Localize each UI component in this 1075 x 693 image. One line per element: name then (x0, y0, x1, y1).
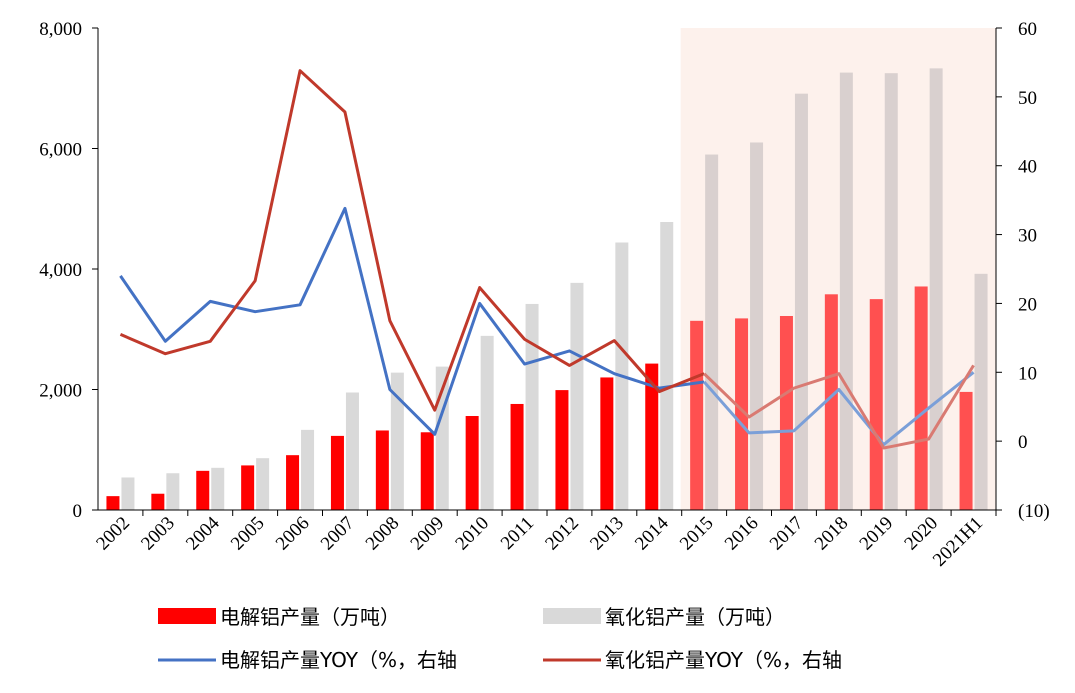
x-tick-label-2015: 2015 (676, 513, 718, 555)
bar-electrolytic-aluminum-2002 (106, 496, 120, 510)
y-left-tick-label: 4,000 (39, 260, 82, 281)
x-tick-label-2007: 2007 (317, 513, 359, 555)
bar-alumina-2004 (211, 467, 225, 510)
y-right-tick-label: 10 (1018, 363, 1037, 384)
bar-alumina-2007 (345, 392, 359, 510)
legend-label-alumina: 氧化铝产量（万吨） (605, 605, 785, 629)
bar-alumina-2005 (256, 458, 270, 510)
y-right-tick-label: 60 (1018, 19, 1037, 40)
y-right-tick-label: 20 (1018, 294, 1037, 315)
bar-group (106, 68, 988, 511)
line-alumina-yoy-highlight (703, 364, 975, 450)
line-alumina-yoy (119, 69, 705, 412)
bar-alumina-2017 (794, 93, 808, 511)
y-left-tick-label: 6,000 (39, 140, 82, 161)
bar-alumina-2010 (480, 335, 494, 510)
x-tick-label-2012: 2012 (541, 513, 583, 555)
bar-electrolytic-aluminum-2016 (735, 318, 749, 510)
bar-alumina-2003 (166, 473, 180, 510)
y-left-tick-label: 8,000 (39, 19, 82, 40)
bar-electrolytic-aluminum-2012 (555, 390, 569, 510)
x-tick-label-2008: 2008 (362, 513, 404, 555)
x-tick-label-2005: 2005 (227, 513, 269, 555)
y-left-tick-label: 2,000 (39, 381, 82, 402)
x-tick-label-2009: 2009 (407, 513, 449, 555)
bar-alumina-2020 (929, 68, 943, 511)
y-right-tick-label: 0 (1018, 432, 1028, 453)
bar-alumina-2012 (570, 282, 584, 510)
bar-electrolytic-aluminum-2019 (869, 299, 883, 510)
legend-label-alumina-yoy: 氧化铝产量YOY（%，右轴 (605, 648, 842, 672)
bar-electrolytic-aluminum-2006 (286, 455, 300, 510)
axes (92, 27, 1002, 516)
bar-electrolytic-aluminum-2008 (375, 430, 389, 510)
legend-swatch-alumina (543, 608, 601, 624)
bar-electrolytic-aluminum-2015 (690, 320, 704, 510)
x-tick-label-2003: 2003 (137, 513, 179, 555)
x-tick-label-2006: 2006 (272, 513, 314, 555)
bar-electrolytic-aluminum-2020 (914, 286, 928, 510)
bar-electrolytic-aluminum-2018 (824, 294, 838, 510)
x-tick-label-2011: 2011 (497, 513, 538, 554)
bar-electrolytic-aluminum-2014 (645, 363, 659, 510)
bar-alumina-2006 (301, 429, 315, 510)
bar-electrolytic-aluminum-2010 (465, 416, 479, 510)
x-tick-label-2013: 2013 (586, 513, 628, 555)
legend-label-electrolytic-aluminum: 电解铝产量（万吨） (220, 605, 400, 629)
x-tick-label-2004: 2004 (182, 512, 224, 554)
line-group (119, 69, 975, 450)
x-tick-label-2021H1: 2021H1 (929, 513, 987, 571)
bar-electrolytic-aluminum-2011 (510, 403, 524, 510)
x-tick-label-2014: 2014 (631, 512, 673, 554)
x-tick-label-2017: 2017 (766, 513, 808, 555)
bar-electrolytic-aluminum-2021H1 (959, 391, 973, 510)
bar-electrolytic-aluminum-2005 (241, 465, 255, 510)
x-tick-label-2010: 2010 (451, 513, 493, 555)
x-tick-label-2016: 2016 (721, 513, 763, 555)
y-right-tick-label: (10) (1018, 501, 1050, 522)
legend: 电解铝产量（万吨） 氧化铝产量（万吨） 电解铝产量YOY（%，右轴 氧化铝产量YOY（… (158, 605, 842, 672)
bar-alumina-2008 (390, 372, 404, 510)
bar-alumina-2011 (525, 303, 539, 510)
bar-alumina-2019 (884, 73, 898, 510)
y-right-tick-label: 30 (1018, 226, 1037, 247)
bar-alumina-2002 (121, 477, 135, 510)
x-tick-label-2019: 2019 (856, 513, 898, 555)
bar-electrolytic-aluminum-2007 (330, 435, 344, 510)
highlight-band (680, 28, 996, 510)
bar-electrolytic-aluminum-2004 (196, 470, 210, 510)
legend-label-electrolytic-aluminum-yoy: 电解铝产量YOY（%，右轴 (220, 648, 457, 672)
line-electrolytic-aluminum-yoy-highlight (703, 371, 975, 447)
y-right-tick-label: 40 (1018, 157, 1037, 178)
bar-electrolytic-aluminum-2003 (151, 493, 165, 510)
bar-electrolytic-aluminum-2017 (779, 315, 793, 510)
x-tick-label-2002: 2002 (92, 513, 134, 555)
x-tick-label-2018: 2018 (811, 513, 853, 555)
bar-alumina-2016 (750, 142, 764, 510)
y-right-tick-label: 50 (1018, 88, 1037, 109)
bar-electrolytic-aluminum-2013 (600, 377, 614, 510)
bar-alumina-2014 (660, 222, 674, 510)
line-electrolytic-aluminum-yoy (119, 206, 705, 436)
y-left-tick-label: 0 (73, 501, 83, 522)
legend-swatch-electrolytic-aluminum (158, 608, 216, 624)
bar-alumina-2018 (839, 72, 853, 511)
bar-alumina-2021H1 (974, 273, 988, 510)
bar-electrolytic-aluminum-2009 (420, 432, 434, 510)
bar-alumina-2015 (705, 154, 719, 510)
